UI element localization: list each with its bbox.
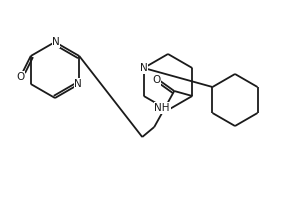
Text: NH: NH [154,103,170,113]
Text: O: O [152,75,160,85]
Text: N: N [52,37,60,47]
Text: O: O [16,72,25,82]
Text: N: N [74,79,82,89]
Text: N: N [140,63,148,73]
